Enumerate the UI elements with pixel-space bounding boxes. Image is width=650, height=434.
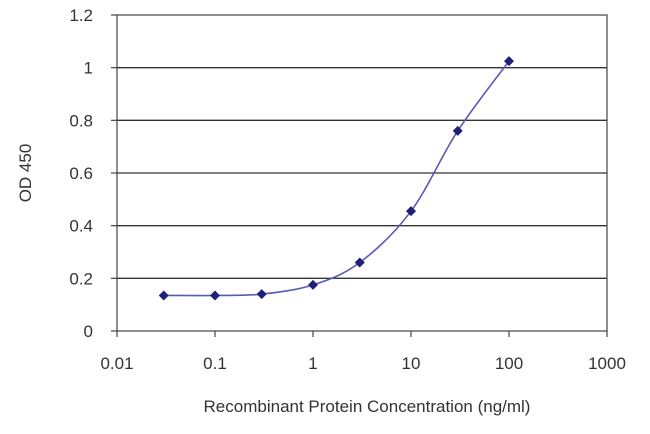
- y-tick-label: 1: [84, 59, 93, 78]
- x-tick-label: 10: [402, 354, 421, 373]
- data-point: [406, 206, 416, 217]
- data-point: [452, 125, 463, 136]
- data-point: [256, 289, 267, 300]
- y-tick-label: 0.6: [69, 164, 93, 183]
- x-tick-label: 100: [495, 354, 523, 373]
- x-tick-label: 1: [308, 354, 317, 373]
- x-tick-label: 1000: [588, 354, 626, 373]
- x-axis-title: Recombinant Protein Concentration (ng/ml…: [204, 397, 531, 416]
- data-point: [504, 56, 514, 67]
- data-point: [308, 279, 318, 290]
- x-axis-ticks: 0.01 0.1 1 10 100 1000: [100, 331, 626, 373]
- data-points: [158, 56, 514, 301]
- y-tick-label: 1.2: [69, 6, 93, 25]
- data-point: [354, 257, 365, 268]
- data-point: [158, 290, 169, 301]
- y-axis-title: OD 450: [16, 144, 35, 203]
- y-tick-label: 0.4: [69, 217, 93, 236]
- gridlines: [117, 67, 607, 279]
- y-tick-label: 0: [84, 322, 93, 341]
- y-tick-label: 0.8: [69, 111, 93, 130]
- data-point: [210, 290, 220, 301]
- y-tick-label: 0.2: [69, 269, 93, 288]
- y-axis-ticks: 0 0.2 0.4 0.6 0.8 1 1.2: [69, 6, 117, 341]
- fit-curve: [163, 60, 510, 297]
- x-tick-label: 0.1: [203, 354, 227, 373]
- x-tick-label: 0.01: [100, 354, 133, 373]
